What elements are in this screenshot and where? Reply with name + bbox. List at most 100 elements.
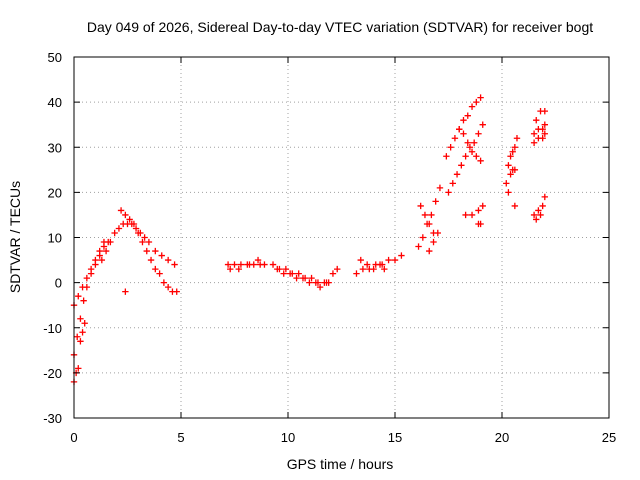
- data-point: [426, 247, 433, 255]
- data-point: [376, 261, 384, 268]
- data-point: [421, 211, 429, 219]
- data-point: [145, 238, 153, 246]
- data-point: [505, 162, 512, 169]
- y-axis-label: SDTVAR / TECUs: [7, 181, 23, 293]
- data-point: [449, 180, 456, 187]
- y-tick-label: 20: [48, 185, 62, 200]
- data-point: [126, 216, 133, 223]
- data-point: [143, 247, 150, 255]
- data-point: [282, 265, 290, 273]
- data-point: [122, 288, 129, 295]
- data-point: [456, 126, 463, 133]
- series-arc23: [505, 166, 519, 196]
- data-point: [75, 292, 82, 300]
- data-point: [530, 139, 538, 146]
- data-point: [235, 265, 242, 273]
- data-point: [537, 211, 544, 219]
- data-point: [286, 270, 294, 277]
- data-point: [164, 256, 172, 264]
- data-point: [541, 121, 548, 128]
- series-arc18: [445, 121, 486, 196]
- data-point: [426, 220, 433, 228]
- data-point: [102, 247, 110, 255]
- data-point: [312, 279, 320, 286]
- data-point: [152, 247, 159, 255]
- data-point: [447, 144, 454, 151]
- series-arc20: [462, 202, 486, 219]
- data-point: [460, 130, 467, 137]
- data-point: [398, 252, 405, 259]
- data-point: [443, 153, 450, 160]
- data-point: [323, 279, 330, 286]
- y-tick-label: 40: [48, 95, 62, 110]
- data-point: [473, 153, 480, 160]
- data-point: [254, 256, 262, 264]
- data-point: [436, 184, 444, 192]
- series-arc26: [533, 107, 548, 124]
- data-point: [533, 216, 540, 223]
- data-point: [77, 338, 84, 345]
- y-tick-label: 30: [48, 140, 62, 155]
- y-tick-label: -30: [43, 411, 62, 426]
- series-arc02: [70, 238, 108, 309]
- data-point: [466, 144, 474, 151]
- data-point: [147, 256, 155, 264]
- data-point: [308, 274, 315, 282]
- data-point: [231, 261, 238, 268]
- data-point: [152, 265, 159, 273]
- data-point: [96, 247, 103, 255]
- data-point: [246, 261, 253, 268]
- x-axis-label: GPS time / hours: [287, 456, 394, 472]
- data-point: [535, 207, 542, 214]
- data-point: [107, 238, 114, 246]
- data-point: [293, 274, 300, 282]
- x-tick-label: 5: [177, 430, 184, 445]
- axis-ticks: 0 5 10 15 20 25 -30 -20 -10 0 10 20 30 40 50: [43, 50, 616, 445]
- data-point: [507, 171, 514, 178]
- x-tick-label: 0: [70, 430, 77, 445]
- data-point: [434, 229, 441, 237]
- data-point: [470, 139, 478, 146]
- data-point: [363, 261, 371, 268]
- series-arc17: [443, 94, 484, 160]
- data-point: [79, 329, 86, 336]
- data-point: [156, 270, 163, 277]
- data-point: [357, 256, 364, 264]
- data-point: [160, 279, 168, 286]
- series-arc27: [530, 130, 548, 146]
- data-point: [381, 265, 388, 273]
- data-point: [505, 189, 512, 196]
- series-arc29: [533, 211, 544, 223]
- data-points: [70, 94, 548, 386]
- x-tick-label: 15: [388, 430, 402, 445]
- data-point: [164, 283, 172, 291]
- data-point: [432, 198, 439, 205]
- series-arc19: [456, 126, 484, 164]
- data-point: [539, 202, 546, 210]
- data-point: [274, 265, 281, 273]
- data-point: [83, 274, 91, 282]
- data-point: [261, 261, 268, 268]
- series-arc05: [98, 220, 178, 268]
- series-arc13: [357, 256, 388, 273]
- data-point: [385, 256, 392, 264]
- data-point: [541, 107, 548, 115]
- series-arc01: [70, 238, 112, 359]
- data-point: [541, 193, 548, 201]
- data-point: [530, 211, 538, 219]
- data-point: [132, 225, 140, 232]
- data-point: [415, 243, 422, 250]
- series-arc03: [70, 365, 82, 386]
- data-point: [391, 256, 399, 264]
- data-point: [468, 103, 476, 110]
- data-point: [280, 270, 287, 277]
- data-point: [539, 135, 546, 142]
- data-point: [130, 220, 138, 228]
- data-point: [511, 202, 519, 210]
- data-point: [306, 279, 313, 286]
- data-point: [158, 252, 165, 259]
- y-tick-label: -20: [43, 366, 62, 381]
- data-point: [299, 274, 307, 282]
- data-point: [295, 270, 302, 277]
